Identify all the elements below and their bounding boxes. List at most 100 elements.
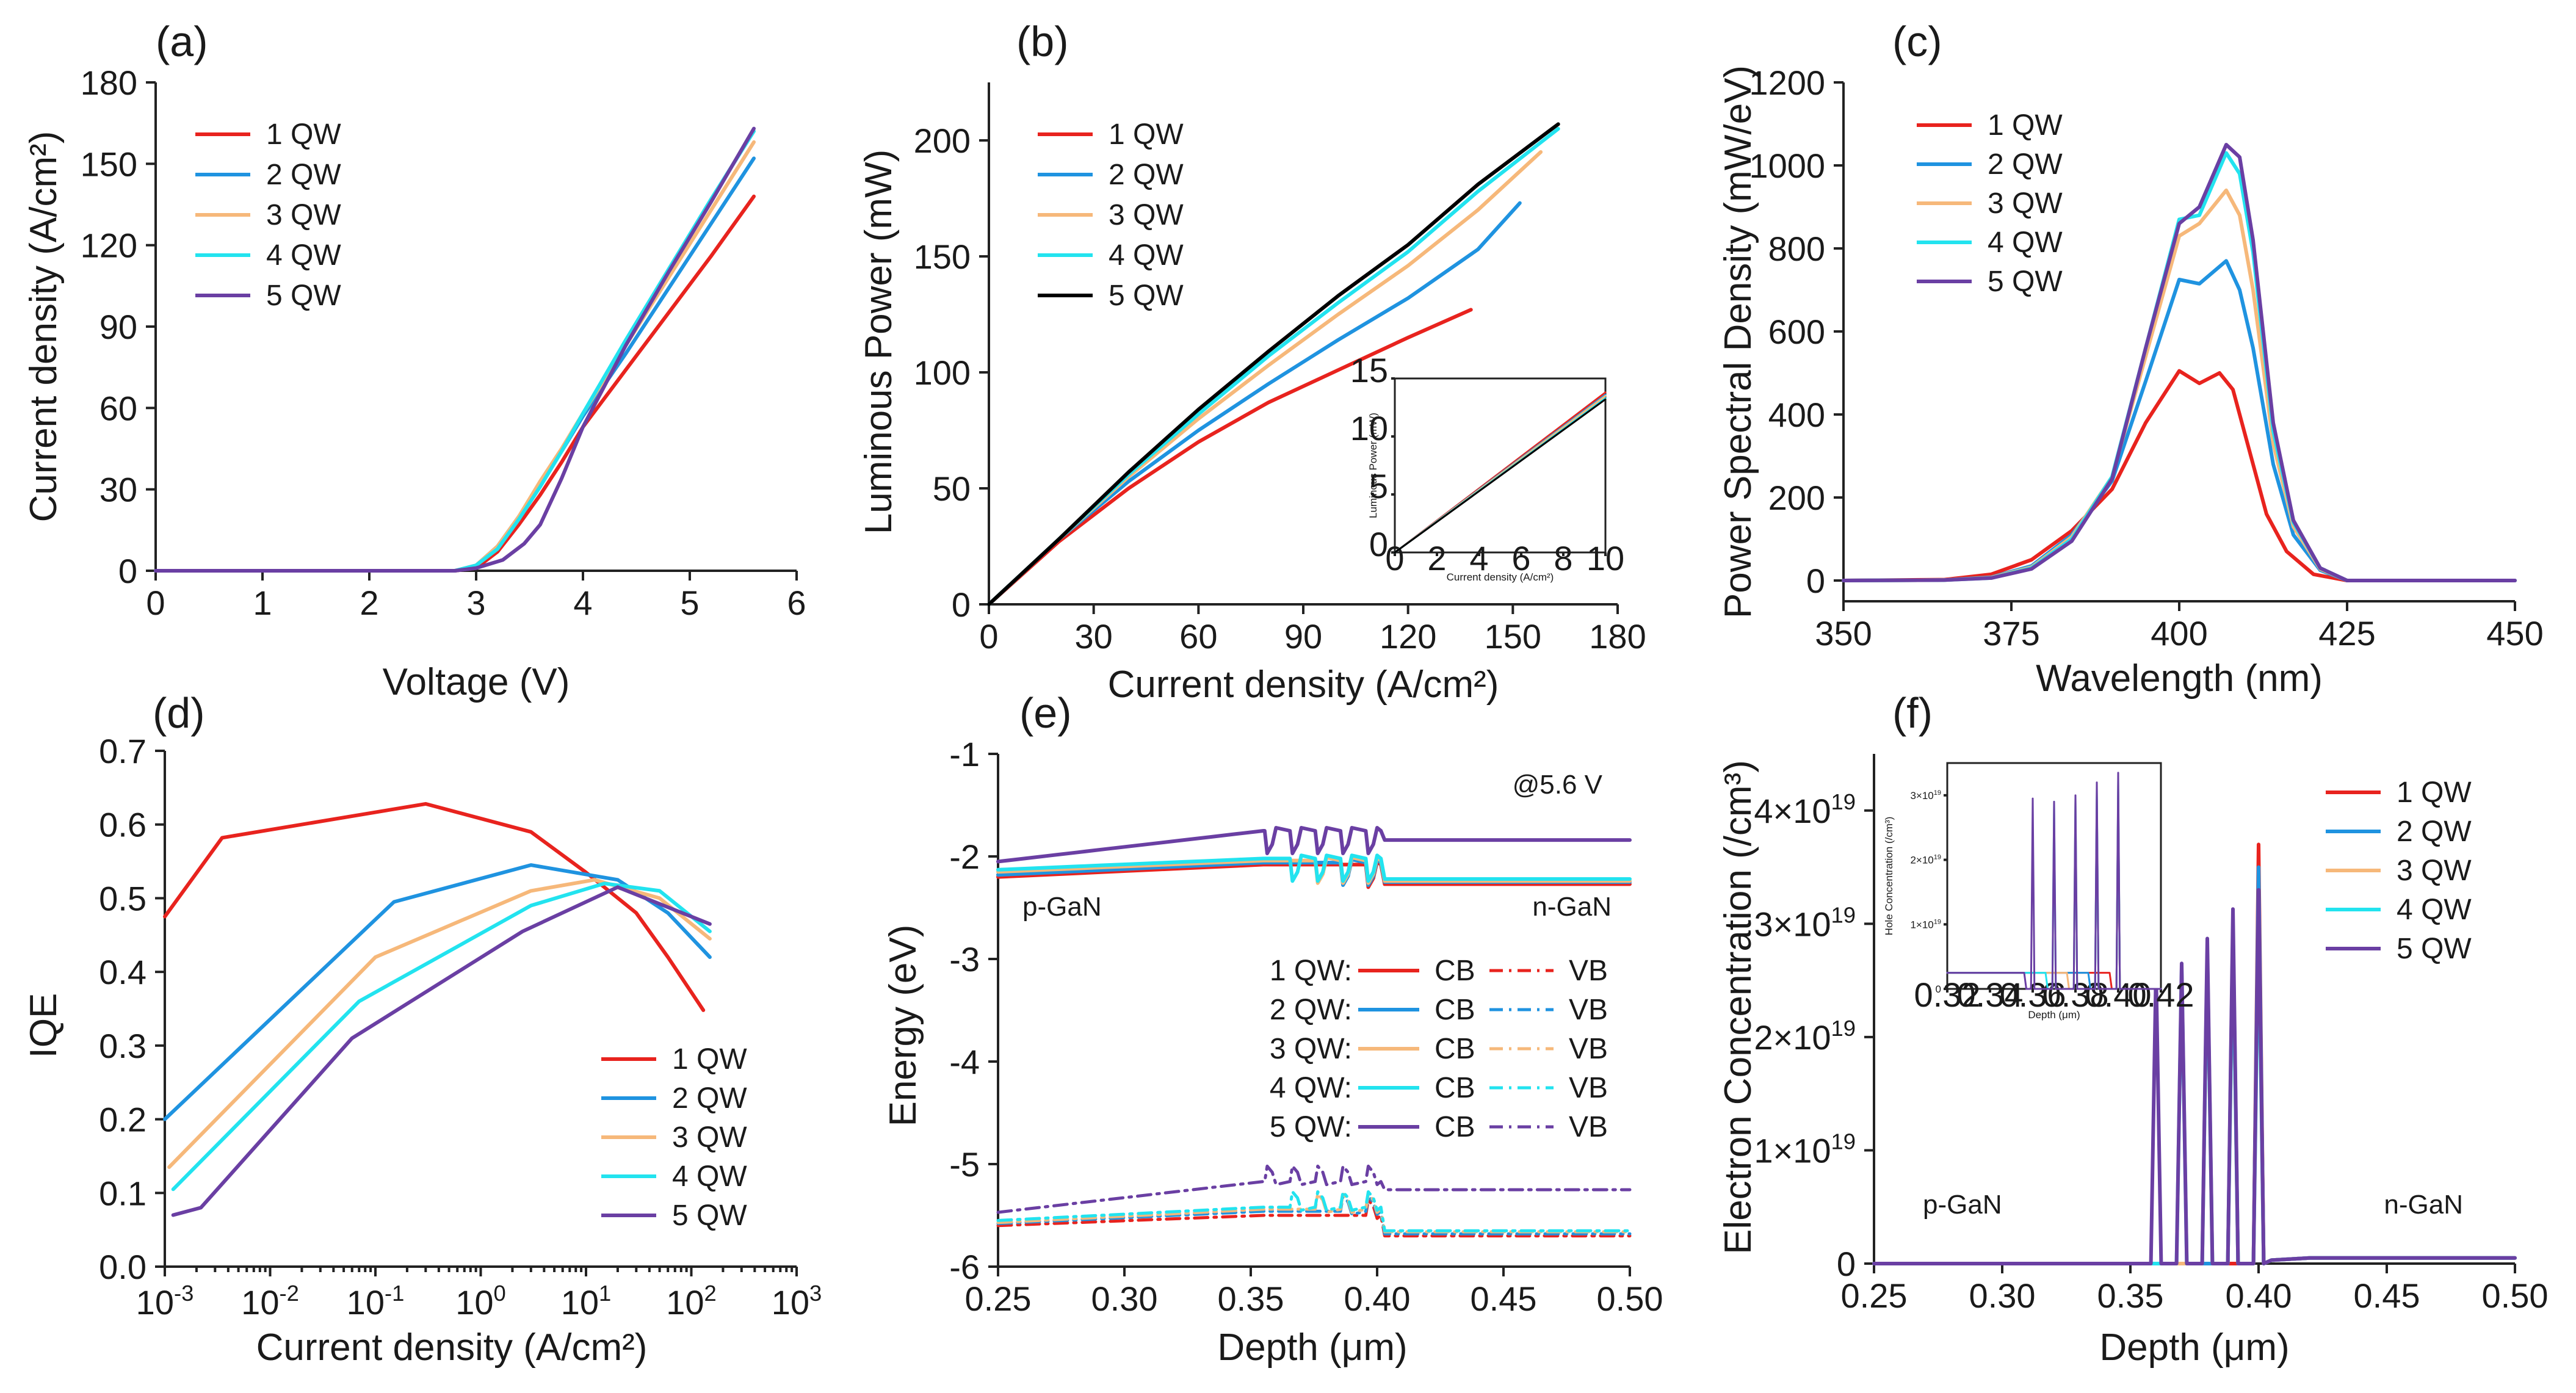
chart-f-inset-ytick: 3×1019 [1910,789,1941,801]
chart-e-panel-label: (e) [1019,689,1072,737]
chart-e-ytick: -3 [949,940,980,979]
chart-d-legend-label: 2 QW [672,1082,747,1115]
chart-f-ytick-base: 3×10 [1754,905,1831,943]
chart-e-ytick: -6 [949,1248,980,1286]
chart-b-inset-ytick: 0 [1369,525,1388,563]
chart-f-ytick: 1×1019 [1754,1129,1856,1170]
chart-b-xtick: 0 [979,617,998,656]
chart-d-xtick-base: 10 [136,1283,174,1322]
chart-f-series-5QW [1872,888,2517,1265]
chart-d-xtick-exp: 1 [599,1281,611,1306]
chart-d-xtick: 103 [772,1281,822,1322]
chart-b-ytick: 0 [952,585,971,624]
chart-e-xtick: 0.40 [1344,1279,1411,1318]
chart-f-xtick: 0.40 [2226,1276,2292,1315]
chart-f-ytick-base: 2×10 [1754,1018,1831,1057]
chart-b-xlabel: Current density (A/cm²) [1108,664,1499,706]
chart-c-series-5QW [1842,143,2517,582]
chart-e-legend-cb: CB [1435,1111,1475,1143]
chart-f-inset-ytick-exp: 19 [1934,789,1941,797]
chart-c-legend-label: 3 QW [1988,187,2063,220]
chart-f-inset-ytick-base: 0 [1936,983,1941,995]
chart-b-inset-xtick: 0 [1385,539,1404,577]
chart-a-series-1QW [154,194,756,573]
chart-f-ytick: 3×1019 [1754,902,1856,943]
chart-f-legend-label: 1 QW [2397,776,2472,809]
chart-d-series-4QW [171,881,712,1192]
chart-e-ylabel: Energy (eV) [882,925,924,1127]
chart-e-legend-vb: VB [1569,1072,1608,1104]
chart-d-series-1QW [163,801,706,1012]
chart-c-legend-label: 4 QW [1988,226,2063,259]
chart-b-inset-series [1394,398,1607,554]
chart-a-series-3QW [154,140,756,573]
chart-e-legend-vb: VB [1569,1111,1608,1143]
chart-e-legend-name: 2 QW: [1270,994,1352,1026]
chart-d-legend-label: 4 QW [672,1160,747,1193]
chart-d-xlabel: Current density (A/cm²) [256,1326,648,1369]
chart-f-ytick: 0 [1837,1245,1856,1283]
chart-e-legend-cb: CB [1435,1072,1475,1104]
chart-f-ytick-base: 1×10 [1754,1131,1831,1170]
chart-c-ytick: 200 [1768,479,1825,517]
chart-c-ytick: 600 [1768,313,1825,351]
chart-d-legend-label: 1 QW [672,1043,747,1076]
chart-c-ytick: 1000 [1749,147,1825,185]
chart-e-xtick: 0.25 [965,1279,1032,1318]
chart-b-xtick: 150 [1485,617,1541,656]
chart-f-xtick: 0.25 [1841,1276,1908,1315]
chart-c-xtick: 450 [2486,614,2543,653]
chart-d-ytick: 0.6 [99,806,147,844]
chart-f: 0.25 0.30 0.35 0.40 0.45 0.5001×10192×10193×1… [1717,689,2549,1369]
chart-b-inset-xtick: 6 [1511,539,1530,577]
chart-b-panel-label: (b) [1016,18,1069,65]
chart-e-legend-name: 4 QW: [1270,1072,1352,1104]
chart-f-ytick-exp: 19 [1831,902,1856,927]
chart-f-ylabel: Electron Concentration (/cm³) [1717,760,1759,1254]
chart-c-ytick: 400 [1768,396,1825,434]
chart-d-xtick-base: 10 [347,1283,385,1322]
chart-d-panel-label: (d) [153,689,205,737]
chart-c-xtick: 350 [1815,614,1872,653]
chart-a-xtick: 4 [573,584,592,622]
chart-b-inset-ytick: 5 [1369,467,1388,505]
chart-e-legend-name: 1 QW: [1270,955,1352,987]
chart-f-xtick: 0.45 [2354,1276,2420,1315]
chart-a-xtick: 5 [680,584,699,622]
chart-f-inset-ytick-base: 1×10 [1910,919,1933,930]
chart-f-inset-ytick-exp: 19 [1934,918,1941,925]
chart-b-ytick: 200 [914,121,971,160]
chart-b-xtick: 180 [1589,617,1646,656]
chart-d-ytick: 0.7 [99,732,147,770]
chart-b-xtick: 60 [1179,617,1217,656]
chart-b-inset-xtick: 8 [1554,539,1572,577]
chart-c-ytick: 800 [1768,230,1825,268]
chart-f-inset-ytick: 1×1019 [1910,918,1941,930]
chart-f-legend-label: 3 QW [2397,855,2472,887]
chart-d-ytick: 0.3 [99,1027,147,1065]
chart-b-inset-frame [1394,377,1607,554]
chart-f-ytick: 4×1019 [1754,789,1856,830]
chart-e-legend-vb: VB [1569,994,1608,1026]
chart-f-inset-xlabel: Depth (μm) [2028,1009,2080,1021]
chart-d-ytick: 0.2 [99,1101,147,1139]
chart-d-xtick-base: 10 [561,1283,599,1322]
chart-b-ytick: 150 [914,237,971,276]
chart-a-ytick: 30 [99,471,137,509]
chart-b-inset-xlabel: Current density (A/cm²) [1447,571,1554,583]
chart-d-series-5QW [171,885,712,1217]
chart-b-xtick: 120 [1380,617,1436,656]
chart-a-ytick: 120 [81,226,137,265]
chart-f-ytick-base: 4×10 [1754,792,1831,830]
chart-d-xtick: 100 [455,1281,506,1322]
chart-c-legend-label: 1 QW [1988,109,2063,142]
chart-a-ytick: 180 [81,63,137,102]
chart-c-legend-label: 2 QW [1988,148,2063,181]
chart-b-legend-label: 3 QW [1109,199,1184,231]
chart-a-xtick: 3 [466,584,485,622]
chart-e-vb-1QW [996,1198,1632,1238]
chart-d-xtick-exp: -1 [385,1281,404,1306]
